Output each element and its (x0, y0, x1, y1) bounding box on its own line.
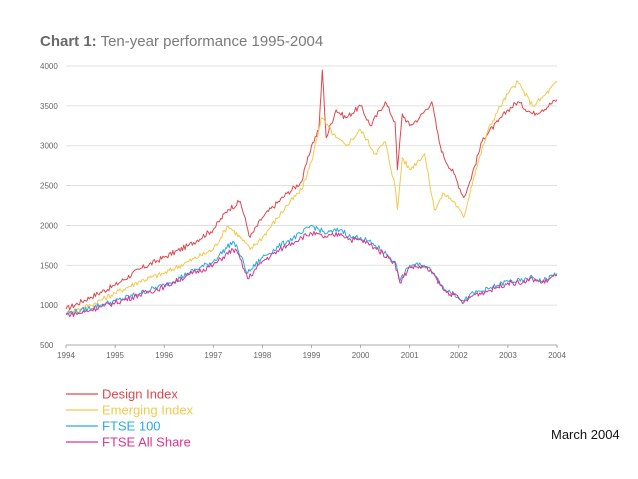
chart-title: Chart 1: Ten-year performance 1995-2004 (40, 33, 323, 50)
x-tick-label-1995: 1995 (106, 351, 124, 360)
legend-label-design-index: Design Index (102, 387, 178, 402)
footnote-date: March 2004 (551, 427, 620, 442)
grid (66, 65, 557, 346)
series-lines (65, 69, 558, 318)
y-tick-label-1000: 1000 (40, 301, 58, 310)
legend-label-ftse-100: FTSE 100 (102, 419, 161, 434)
y-tick-label-3500: 3500 (40, 102, 58, 111)
x-tick-label-2001: 2001 (401, 351, 419, 360)
y-tick-label-500: 500 (40, 341, 54, 350)
x-tick-label-2000: 2000 (352, 351, 370, 360)
axes: 500 1000 1500 2000 2500 3000 3500 4000 1994 1995 1… (40, 62, 566, 360)
series-line-emerging-index (65, 80, 558, 316)
series-line-design-index (65, 69, 558, 311)
x-tick-label-1996: 1996 (155, 351, 173, 360)
y-tick-label-1500: 1500 (40, 261, 58, 270)
y-tick-label-4000: 4000 (40, 62, 58, 71)
chart-title-prefix: Chart 1: (40, 33, 97, 50)
x-tick-label-1998: 1998 (254, 351, 272, 360)
x-tick-label-1994: 1994 (57, 351, 75, 360)
x-tick-label-2002: 2002 (450, 351, 468, 360)
x-tick-label-1999: 1999 (303, 351, 321, 360)
x-tick-label-2003: 2003 (499, 351, 517, 360)
series-line-ftse-all-share (65, 230, 558, 318)
x-tick-label-2004: 2004 (548, 351, 566, 360)
chart-title-text: Ten-year performance 1995-2004 (100, 33, 324, 50)
y-tick-label-2500: 2500 (40, 182, 58, 191)
y-tick-label-3000: 3000 (40, 142, 58, 151)
x-tick-label-1997: 1997 (204, 351, 222, 360)
y-tick-label-2000: 2000 (40, 221, 58, 230)
legend-label-ftse-all-share: FTSE All Share (102, 435, 191, 450)
legend-label-emerging-index: Emerging Index (102, 403, 194, 418)
series-line-ftse-100 (65, 224, 558, 315)
